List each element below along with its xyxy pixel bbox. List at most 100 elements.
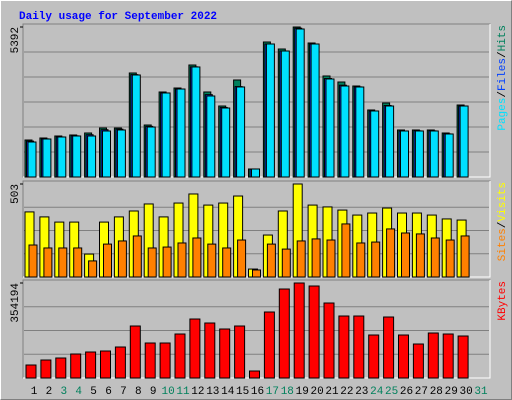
bar (144, 342, 156, 379)
bar (43, 247, 53, 278)
bar (412, 343, 424, 379)
bar (191, 66, 201, 178)
bar (445, 239, 455, 278)
x-tick-label: 10 (161, 386, 174, 398)
bar (222, 247, 232, 278)
x-tick-label: 18 (281, 386, 294, 398)
bar (281, 248, 291, 278)
bar (159, 342, 171, 379)
legend-separator: / (497, 222, 509, 229)
bar (249, 370, 260, 379)
bar (383, 316, 395, 379)
x-tick-label: 7 (120, 386, 127, 398)
bar (295, 28, 305, 178)
bar (457, 335, 469, 379)
bar (308, 285, 320, 379)
x-tick-label: 19 (296, 386, 309, 398)
bar (442, 333, 454, 379)
bar (252, 269, 261, 278)
bar (325, 78, 335, 178)
bar (386, 228, 396, 278)
bar (70, 353, 82, 379)
bar (356, 242, 366, 278)
bar (427, 332, 439, 379)
bar (236, 86, 246, 178)
bar (370, 110, 380, 178)
bar (85, 351, 97, 379)
bar (129, 325, 141, 379)
bar (114, 346, 126, 379)
bar (177, 242, 187, 278)
bar (385, 105, 395, 178)
bar (204, 322, 216, 379)
bar (251, 168, 260, 178)
bar (25, 364, 37, 379)
bar (415, 233, 425, 278)
bar (371, 241, 381, 278)
x-tick-label: 25 (385, 386, 398, 398)
bar (237, 239, 247, 278)
bar (323, 302, 335, 379)
x-tick-label: 11 (176, 386, 190, 398)
bar (355, 86, 365, 178)
x-tick-label: 1 (31, 386, 38, 398)
bar (102, 130, 111, 178)
bar (341, 223, 351, 278)
legend-entry: Files (497, 58, 509, 91)
bar (100, 350, 111, 379)
x-tick-label: 31 (474, 386, 488, 398)
bar (280, 50, 290, 178)
x-tick-label: 23 (355, 386, 368, 398)
legend: KBytes (497, 281, 509, 321)
x-tick-label: 20 (310, 386, 323, 398)
bar (368, 334, 380, 379)
x-tick-label: 29 (445, 386, 458, 398)
bar (206, 95, 216, 178)
x-tick-label: 9 (150, 386, 157, 398)
bar (88, 260, 98, 278)
bar (293, 282, 305, 379)
x-tick-label: 27 (415, 386, 428, 398)
bar (296, 240, 306, 278)
bar (430, 237, 440, 278)
legend: Sites/Visits (497, 182, 509, 261)
x-tick-label: 5 (90, 386, 97, 398)
bar (311, 238, 321, 278)
x-tick-label: 21 (325, 386, 339, 398)
bar (146, 126, 156, 178)
bar (338, 315, 350, 379)
bar (189, 318, 201, 379)
bar (103, 243, 112, 278)
y-tick-label: 354194 (10, 283, 22, 323)
bar (414, 130, 424, 178)
x-tick-label: 3 (60, 386, 67, 398)
legend-entry: Hits (497, 25, 509, 51)
bar (221, 107, 231, 178)
bar (444, 133, 454, 178)
bar (278, 288, 290, 379)
legend-entry: Visits (497, 182, 509, 222)
bar (28, 244, 38, 278)
bar (161, 92, 171, 178)
bar (234, 325, 246, 379)
bar (310, 43, 320, 178)
bar (162, 246, 172, 278)
x-tick-label: 24 (370, 386, 384, 398)
bar (57, 136, 67, 178)
x-tick-label: 8 (135, 386, 142, 398)
bar (176, 88, 186, 178)
bar (401, 232, 410, 278)
legend-separator: / (497, 51, 509, 58)
bar (265, 43, 275, 178)
x-tick-label: 16 (251, 386, 264, 398)
x-tick-label: 28 (430, 386, 443, 398)
y-tick-label: 503 (10, 184, 22, 204)
bar (398, 334, 409, 379)
x-tick-label: 17 (266, 386, 279, 398)
bar (219, 328, 231, 379)
bar (340, 85, 350, 178)
bar (132, 235, 142, 278)
bar (207, 243, 217, 278)
